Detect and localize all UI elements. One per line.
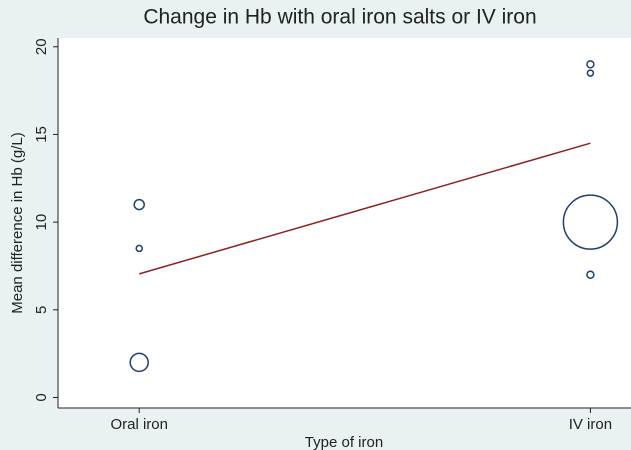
- bubble: [135, 244, 143, 253]
- y-axis-label: Mean difference in Hb (g/L): [9, 132, 26, 314]
- bubble: [562, 194, 619, 250]
- bubble: [586, 69, 595, 77]
- bubble: [586, 270, 595, 279]
- bubble: [586, 60, 595, 69]
- chart-title: Change in Hb with oral iron salts or IV …: [143, 6, 536, 29]
- plot-area: [58, 38, 631, 408]
- bubble: [129, 352, 149, 373]
- x-tick-label: IV iron: [569, 416, 612, 433]
- y-tick-label: 10: [33, 214, 50, 231]
- y-tick-label: 15: [33, 126, 50, 143]
- x-tick-label: Oral iron: [110, 416, 168, 433]
- bubble: [133, 198, 145, 211]
- y-tick-label: 20: [33, 38, 50, 55]
- x-axis-label: Type of iron: [305, 434, 383, 450]
- y-tick-label: 0: [33, 393, 50, 401]
- fit-line: [139, 142, 591, 275]
- y-tick-label: 5: [33, 306, 50, 314]
